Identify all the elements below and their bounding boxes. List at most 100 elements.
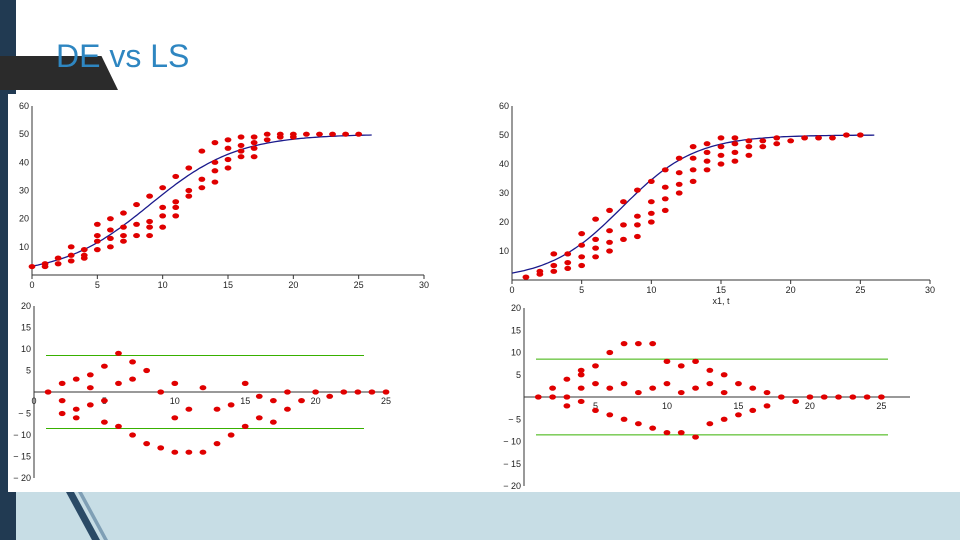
left-growth-data-point bbox=[224, 165, 232, 171]
right-growth-x-tick-label: 25 bbox=[855, 285, 865, 295]
left-residuals-residual-point bbox=[255, 415, 263, 421]
left-residuals-residual-point bbox=[129, 359, 136, 365]
right-growth-data-point bbox=[731, 141, 739, 147]
right-residuals-residual-point bbox=[620, 381, 628, 387]
right-growth-x-tick-label: 5 bbox=[579, 285, 584, 295]
right-growth-data-point bbox=[829, 135, 836, 141]
left-growth-data-point bbox=[172, 173, 180, 180]
right-growth-data-point bbox=[856, 132, 864, 138]
right-residuals-residual-point bbox=[577, 398, 585, 405]
right-residuals-residual-point bbox=[663, 358, 671, 364]
right-residuals-residual-point bbox=[649, 341, 657, 347]
left-residuals-residual-point bbox=[86, 402, 94, 408]
left-residuals-residual-point bbox=[101, 419, 108, 425]
right-residuals-residual-point bbox=[563, 376, 571, 382]
bottom-decor-band bbox=[16, 492, 960, 540]
bottom-decor-stroke bbox=[66, 492, 108, 540]
right-growth-data-point bbox=[578, 254, 586, 260]
right-growth-data-point bbox=[675, 155, 683, 161]
left-residuals-residual-point bbox=[101, 363, 108, 369]
right-residuals-residual-point bbox=[806, 394, 814, 400]
left-growth-data-point bbox=[107, 216, 114, 222]
left-residuals-residual-point bbox=[44, 389, 52, 395]
right-growth-data-point bbox=[634, 233, 641, 240]
right-growth-x-tick-label: 30 bbox=[925, 285, 935, 295]
right-growth-x-axis-label: x1, t bbox=[712, 296, 730, 306]
right-residuals-residual-point bbox=[777, 394, 785, 400]
left-growth-data-point bbox=[237, 154, 245, 160]
left-growth-data-point bbox=[41, 263, 49, 270]
left-growth-data-point bbox=[250, 154, 258, 160]
right-growth-data-point bbox=[620, 236, 627, 242]
right-growth-data-point bbox=[689, 155, 697, 161]
right-residuals-residual-point bbox=[849, 394, 857, 400]
right-residuals-residual-point bbox=[749, 407, 757, 413]
left-growth-data-point bbox=[185, 193, 193, 199]
left-growth-data-point bbox=[120, 224, 127, 230]
right-growth-data-point bbox=[703, 149, 711, 155]
left-residuals-residual-point bbox=[115, 350, 122, 356]
left-growth-data-point bbox=[133, 201, 140, 208]
right-residuals-residual-point bbox=[792, 398, 800, 405]
right-growth-data-point bbox=[717, 135, 725, 141]
right-residuals-residual-point bbox=[692, 385, 699, 391]
right-residuals-residual-point bbox=[534, 394, 542, 400]
right-residuals-residual-point bbox=[577, 385, 585, 391]
left-residuals-residual-point bbox=[101, 398, 108, 404]
left-growth-data-point bbox=[303, 131, 310, 137]
right-residuals-y-tick-label: − 15 bbox=[503, 459, 521, 469]
left-growth-data-point bbox=[146, 232, 154, 239]
right-growth-data-point bbox=[759, 144, 767, 150]
right-growth-data-point bbox=[801, 135, 808, 141]
right-growth-data-point bbox=[703, 141, 711, 147]
right-residuals-residual-point bbox=[620, 416, 628, 422]
left-residuals-residual-point bbox=[72, 376, 80, 382]
left-growth-y-tick-label: 10 bbox=[19, 242, 29, 252]
left-residuals-residual-point bbox=[340, 389, 348, 395]
left-residuals-residual-point bbox=[213, 406, 221, 412]
right-growth-data-point bbox=[647, 178, 655, 184]
left-residuals-x-tick-label: 20 bbox=[311, 396, 321, 406]
left-growth-data-point bbox=[211, 179, 219, 185]
left-growth-data-point bbox=[28, 263, 36, 270]
right-residuals-residual-point bbox=[720, 372, 728, 378]
left-growth-x-tick-label: 15 bbox=[223, 280, 233, 290]
right-residuals-residual-point bbox=[863, 394, 871, 400]
left-growth-x-tick-label: 25 bbox=[354, 280, 364, 290]
right-growth-data-point bbox=[550, 251, 558, 257]
left-growth-data-point bbox=[67, 244, 75, 250]
left-residuals-residual-point bbox=[86, 385, 94, 391]
right-growth-data-point bbox=[564, 265, 572, 271]
right-residuals-residual-point bbox=[577, 372, 585, 378]
right-residuals-residual-point bbox=[720, 416, 728, 422]
right-residuals-residual-point bbox=[606, 385, 614, 391]
left-growth-data-point bbox=[172, 199, 180, 205]
left-growth-data-point bbox=[146, 218, 154, 225]
right-growth-data-point bbox=[634, 187, 641, 193]
right-growth-data-point bbox=[731, 149, 739, 155]
left-residuals-residual-point bbox=[185, 406, 193, 412]
right-growth-data-point bbox=[606, 239, 613, 245]
left-residuals-residual-point bbox=[326, 393, 334, 399]
right-residuals-residual-point bbox=[577, 367, 585, 373]
right-residuals-residual-point bbox=[592, 381, 599, 387]
left-residuals-residual-point bbox=[143, 441, 151, 447]
right-residuals-residual-point bbox=[592, 363, 599, 369]
right-residuals-residual-point bbox=[835, 394, 842, 400]
left-growth-data-point bbox=[133, 221, 140, 227]
title-tab-shape bbox=[0, 56, 118, 90]
right-growth-data-point bbox=[661, 207, 669, 213]
left-growth-data-point bbox=[120, 210, 127, 216]
right-growth-data-point bbox=[578, 262, 586, 269]
right-growth-data-point bbox=[759, 138, 767, 144]
left-growth-data-point bbox=[120, 232, 127, 239]
right-residuals-residual-point bbox=[606, 412, 614, 418]
left-growth-data-point bbox=[93, 247, 101, 253]
right-residuals-residual-point bbox=[606, 349, 614, 356]
left-growth-data-point bbox=[159, 185, 167, 191]
right-growth-data-point bbox=[634, 213, 641, 219]
left-residuals-residual-point bbox=[227, 402, 235, 408]
left-residuals-residual-point bbox=[368, 389, 376, 395]
left-growth-data-point bbox=[211, 168, 219, 174]
right-residuals-residual-point bbox=[634, 421, 642, 427]
